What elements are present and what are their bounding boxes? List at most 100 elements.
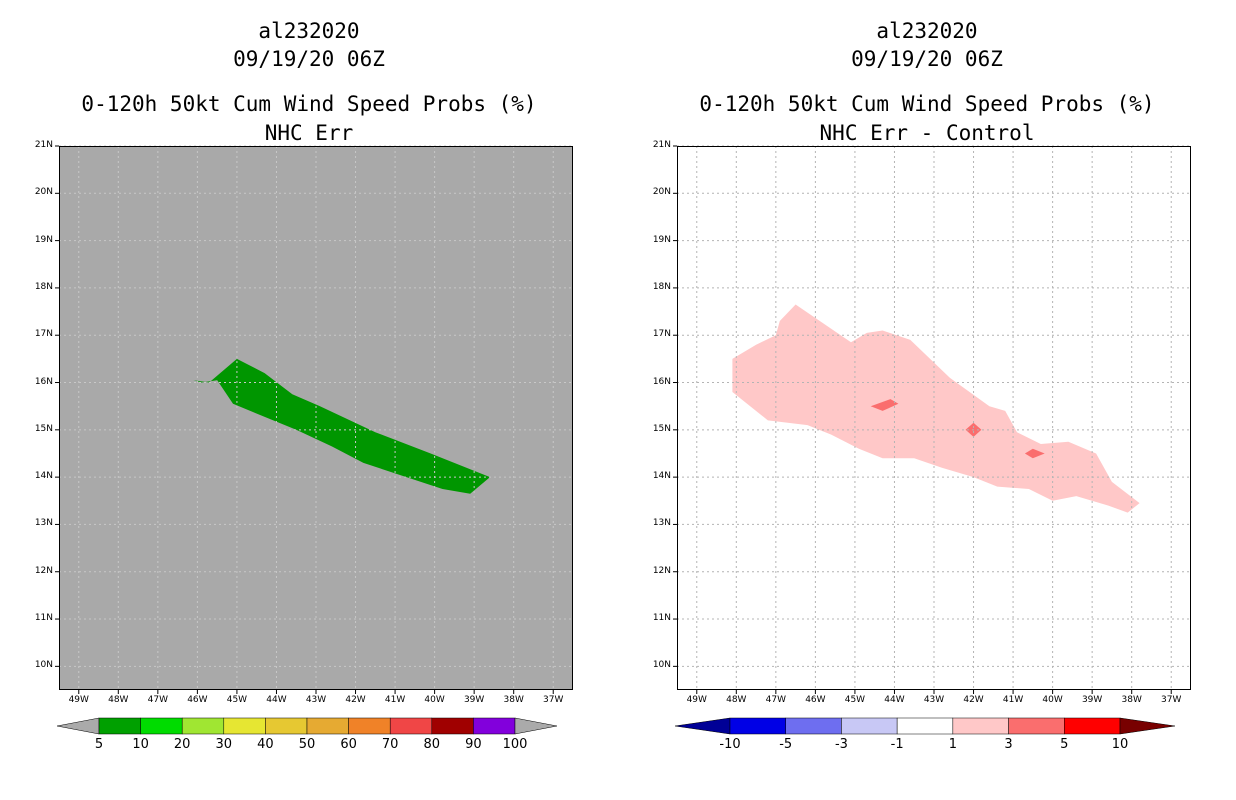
map-border bbox=[677, 146, 1191, 690]
colorbar-label: 50 bbox=[298, 737, 316, 752]
y-tick-label: 19N bbox=[652, 234, 671, 245]
colorbar-label: 1 bbox=[948, 737, 957, 752]
colorbar-swatch bbox=[1008, 717, 1065, 735]
colorbar-label: 60 bbox=[340, 737, 357, 752]
y-tick-label: 18N bbox=[652, 281, 671, 292]
y-tick-label: 11N bbox=[34, 613, 53, 624]
x-tick-label: 47W bbox=[147, 695, 169, 705]
x-tick-label: 41W bbox=[1002, 695, 1024, 705]
x-tick-label: 38W bbox=[503, 695, 524, 705]
colorbar-label: 90 bbox=[465, 737, 482, 752]
datetime: 09/19/20 06Z bbox=[851, 47, 1003, 71]
x-tick-label: 46W bbox=[805, 695, 826, 705]
map-plot bbox=[673, 145, 1191, 694]
colorbar-swatch bbox=[140, 717, 183, 735]
y-tick-label: 21N bbox=[34, 140, 53, 150]
x-tick-label: 39W bbox=[1081, 695, 1103, 705]
colorbar-swatch bbox=[306, 717, 349, 735]
x-tick-label: 42W bbox=[963, 695, 984, 705]
y-tick-label: 13N bbox=[652, 518, 671, 529]
y-tick-label: 17N bbox=[652, 329, 671, 340]
x-tick-label: 39W bbox=[463, 695, 485, 705]
x-tick-label: 38W bbox=[1121, 695, 1142, 705]
x-tick-label: 43W bbox=[923, 695, 945, 705]
colorbar-swatch bbox=[473, 717, 516, 735]
datetime: 09/19/20 06Z bbox=[233, 47, 385, 71]
colorbar-swatch bbox=[348, 717, 391, 735]
region-3-5-3 bbox=[1024, 448, 1045, 459]
x-tick-label: 44W bbox=[884, 695, 905, 705]
left-panel: al232020 09/19/20 06Z 0-120h 50kt Cum Wi… bbox=[34, 19, 573, 752]
colorbar-label: 10 bbox=[132, 737, 149, 752]
x-tick-label: 37W bbox=[1161, 695, 1182, 705]
colorbar-label: -1 bbox=[890, 737, 904, 752]
colorbar-extend-left bbox=[56, 717, 100, 735]
y-tick-label: 16N bbox=[34, 376, 53, 387]
x-tick-label: 44W bbox=[266, 695, 287, 705]
colorbar-swatch bbox=[181, 717, 225, 735]
y-tick-label: 20N bbox=[652, 187, 671, 198]
colorbar-label: -10 bbox=[719, 737, 741, 752]
colorbar-swatch bbox=[431, 717, 474, 735]
y-tick-label: 17N bbox=[34, 329, 53, 340]
x-tick-label: 43W bbox=[305, 695, 327, 705]
x-tick-label: 42W bbox=[345, 695, 366, 705]
storm-id: al232020 bbox=[258, 19, 360, 43]
x-tick-label: 48W bbox=[726, 695, 747, 705]
y-tick-label: 12N bbox=[652, 565, 671, 576]
colorbar-swatch bbox=[98, 717, 141, 735]
colorbar-label: 40 bbox=[257, 737, 274, 752]
colorbar-label: 80 bbox=[423, 737, 441, 752]
colorbar-swatch bbox=[729, 717, 786, 735]
y-tick-label: 14N bbox=[652, 471, 671, 482]
colorbar-label: -5 bbox=[779, 737, 793, 752]
colorbar-swatch bbox=[896, 717, 954, 735]
colorbar-extend-left bbox=[674, 717, 731, 735]
colorbar-label: 10 bbox=[1111, 737, 1129, 752]
x-tick-label: 49W bbox=[686, 695, 707, 705]
chart-title: 0-120h 50kt Cum Wind Speed Probs (%) bbox=[699, 92, 1155, 116]
y-tick-label: 13N bbox=[34, 518, 53, 529]
colorbar-label: 70 bbox=[381, 737, 399, 752]
x-tick-label: 40W bbox=[424, 695, 445, 705]
chart-subtitle: NHC Err - Control bbox=[819, 121, 1035, 145]
colorbar-label: 100 bbox=[502, 737, 528, 752]
right-panel: al232020 09/19/20 06Z 0-120h 50kt Cum Wi… bbox=[618, 0, 1236, 800]
chart-title: 0-120h 50kt Cum Wind Speed Probs (%) bbox=[81, 92, 537, 116]
y-tick-label: 14N bbox=[34, 471, 53, 482]
colorbar-swatch bbox=[952, 717, 1009, 735]
storm-id: al232020 bbox=[876, 19, 978, 43]
y-tick-label: 12N bbox=[34, 565, 53, 576]
y-tick-label: 21N bbox=[652, 140, 671, 150]
region-3-5-1 bbox=[870, 399, 899, 411]
map-plot bbox=[55, 145, 573, 694]
x-tick-label: 45W bbox=[844, 695, 866, 705]
x-tick-label: 40W bbox=[1042, 695, 1063, 705]
colorbar-extend-right bbox=[1119, 717, 1176, 735]
y-tick-label: 18N bbox=[34, 281, 53, 292]
chart-subtitle: NHC Err bbox=[264, 121, 354, 145]
colorbar-label: 3 bbox=[1004, 737, 1013, 752]
y-tick-label: 16N bbox=[652, 376, 671, 387]
colorbar-swatch bbox=[223, 717, 266, 735]
colorbar-label: 5 bbox=[1060, 737, 1069, 752]
colorbar-label: 5 bbox=[94, 737, 104, 752]
colorbar-swatch bbox=[265, 717, 308, 735]
region-5-10-0 bbox=[193, 358, 490, 494]
x-tick-label: 45W bbox=[226, 695, 248, 705]
y-tick-label: 10N bbox=[652, 660, 671, 671]
colorbar-swatch bbox=[841, 717, 898, 735]
colorbar-label: -3 bbox=[834, 737, 848, 752]
y-tick-label: 10N bbox=[34, 660, 53, 671]
y-tick-label: 20N bbox=[34, 187, 53, 198]
x-tick-label: 48W bbox=[108, 695, 129, 705]
x-tick-label: 49W bbox=[68, 695, 89, 705]
y-tick-label: 15N bbox=[34, 423, 53, 434]
x-tick-label: 46W bbox=[187, 695, 208, 705]
region-1-3-0 bbox=[732, 304, 1140, 513]
y-tick-label: 15N bbox=[652, 423, 671, 434]
colorbar-label: 30 bbox=[215, 737, 233, 752]
colorbar-label: 20 bbox=[173, 737, 191, 752]
colorbar-swatch bbox=[785, 717, 842, 735]
colorbar-swatch bbox=[389, 717, 433, 735]
